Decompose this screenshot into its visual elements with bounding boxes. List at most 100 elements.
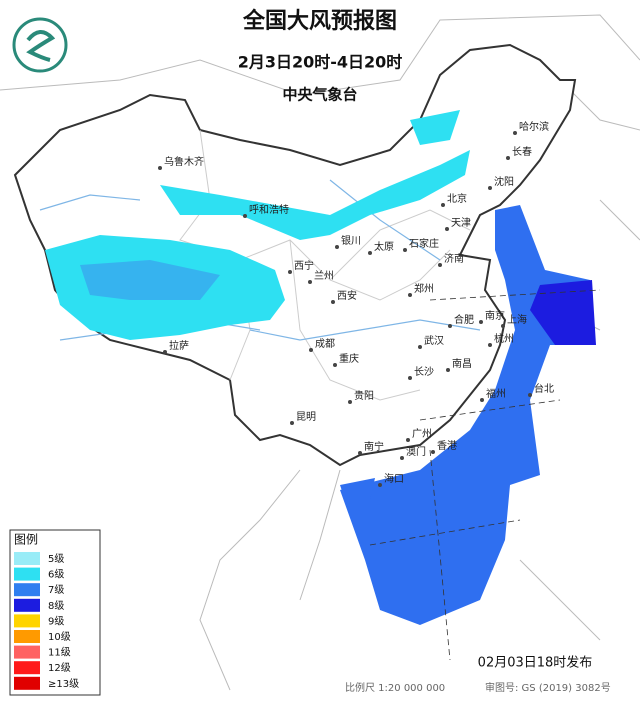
city-dot <box>488 343 492 347</box>
city-dot <box>288 270 292 274</box>
city-dot <box>438 263 442 267</box>
legend-label: 9级 <box>48 615 64 627</box>
city-dot <box>331 300 335 304</box>
city-label: 香港 <box>437 440 457 452</box>
city-label: 沈阳 <box>494 175 514 188</box>
city-dot <box>528 393 532 397</box>
city-label: 太原 <box>374 240 394 253</box>
city-label: 乌鲁木齐 <box>164 155 204 168</box>
logo-mark <box>26 30 56 62</box>
city-label: 哈尔滨 <box>519 120 549 133</box>
city-label: 杭州 <box>494 332 514 345</box>
city-dot <box>408 376 412 380</box>
city-label: 银川 <box>341 234 361 247</box>
period: 2月3日20时-4日20时 <box>238 53 403 72</box>
city-label: 北京 <box>447 192 467 205</box>
city-label: 武汉 <box>424 334 444 347</box>
city-dot <box>335 245 339 249</box>
city-label: 长沙 <box>414 366 434 378</box>
legend-label: 11级 <box>48 647 71 659</box>
city-label: 兰州 <box>314 269 334 282</box>
city-dot <box>403 248 407 252</box>
city-dot <box>445 227 449 231</box>
city-label: 南京 <box>485 309 505 322</box>
legend-swatch <box>14 661 40 675</box>
city-label: 海口 <box>384 472 404 485</box>
city-label: 澳门 <box>406 445 426 458</box>
city-dot <box>480 398 484 402</box>
city-dot <box>400 456 404 460</box>
neighbour-border <box>0 14 640 691</box>
city-label: 南昌 <box>452 357 472 370</box>
wind-area-6 <box>160 150 470 240</box>
city-dot <box>488 186 492 190</box>
city-label: 济南 <box>444 252 464 265</box>
city-dot <box>368 251 372 255</box>
city-label: 拉萨 <box>169 339 189 352</box>
city-dot <box>158 166 162 170</box>
legend-swatch <box>14 567 40 581</box>
legend-title: 图例 <box>14 533 38 547</box>
city-dot <box>308 280 312 284</box>
city-label: 重庆 <box>339 352 359 365</box>
city-label: 福州 <box>486 387 506 400</box>
city-label: 石家庄 <box>409 237 439 250</box>
city-label: 昆明 <box>296 411 316 423</box>
province-border <box>179 129 471 401</box>
agency: 中央气象台 <box>282 86 357 104</box>
review-number: 审图号: GS (2019) 3082号 <box>485 681 611 694</box>
legend-items: 5级 6级 7级 8级 9级 10级 11级 12级 ≥13级 <box>14 552 79 690</box>
city-label: 贵阳 <box>354 389 374 402</box>
city-dot <box>406 438 410 442</box>
wind-area-8 <box>530 280 596 345</box>
city-dot <box>446 368 450 372</box>
city-dot <box>243 214 247 218</box>
city-dot <box>441 203 445 207</box>
city-label: 成都 <box>315 338 335 350</box>
city-dot <box>408 293 412 297</box>
legend-label: 8级 <box>48 600 64 612</box>
title: 全国大风预报图 <box>242 8 397 34</box>
legend-swatch <box>14 583 40 597</box>
scale: 比例尺 1:20 000 000 <box>345 681 445 694</box>
issued: 02月03日18时发布 <box>478 655 593 671</box>
city-dot <box>333 363 337 367</box>
city-label: 南宁 <box>364 440 384 453</box>
city-dot <box>290 421 294 425</box>
city-label: 上海 <box>507 313 527 326</box>
legend-swatch <box>14 676 40 690</box>
wind-area-6 <box>410 110 460 145</box>
city-label: 天津 <box>451 217 471 229</box>
city-dot <box>309 348 313 352</box>
city-dot <box>479 320 483 324</box>
city-label: 台北 <box>534 382 554 395</box>
legend-label: 5级 <box>48 553 64 565</box>
city-dot <box>418 345 422 349</box>
legend-label: 7级 <box>48 584 64 596</box>
legend-swatch <box>14 614 40 628</box>
city-dot <box>513 131 517 135</box>
city-dot <box>163 350 167 354</box>
legend-swatch <box>14 645 40 659</box>
sea-boundary <box>369 289 601 661</box>
city-dot <box>348 400 352 404</box>
city-dot <box>378 483 382 487</box>
city-label: 广州 <box>412 428 432 440</box>
city-label: 合肥 <box>454 313 474 326</box>
city-label: 西安 <box>337 289 357 302</box>
city-dot <box>506 156 510 160</box>
city-dot <box>501 324 505 328</box>
legend-label: ≥13级 <box>48 678 79 690</box>
wind-area-7 <box>340 478 375 500</box>
legend-label: 6级 <box>48 569 64 581</box>
legend-label: 10级 <box>48 631 71 643</box>
city-dot <box>358 451 362 455</box>
city-label: 呼和浩特 <box>249 204 289 216</box>
legend-swatch <box>14 630 40 643</box>
city-label: 长春 <box>512 146 532 158</box>
city-label: 西宁 <box>294 259 314 272</box>
wind-area-7 <box>80 260 220 300</box>
city-dot <box>431 450 435 454</box>
